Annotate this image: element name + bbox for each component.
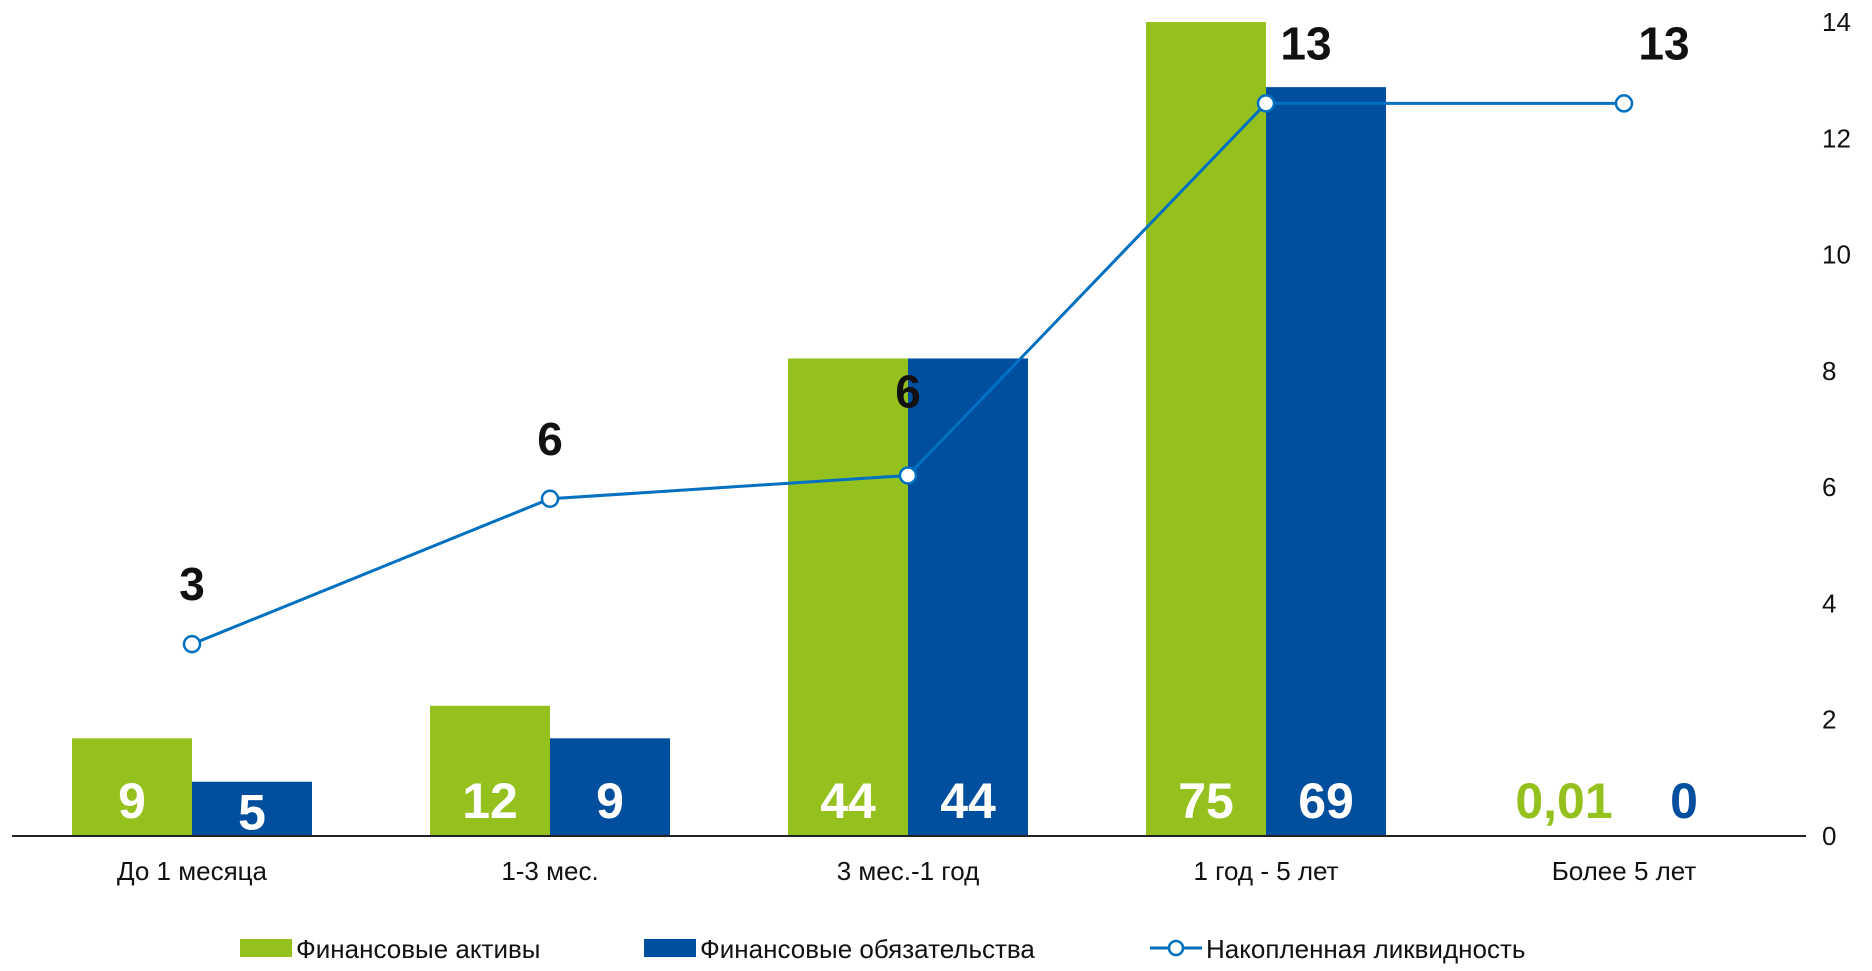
bar-2-2 bbox=[550, 738, 670, 836]
right-axis: 0 2 4 6 8 10 12 14 bbox=[1822, 7, 1851, 851]
bar-2-3 bbox=[908, 358, 1028, 836]
right-axis-tick-0: 0 bbox=[1822, 821, 1836, 851]
category-label-3: 3 мес.-1 год bbox=[837, 856, 980, 886]
bar-value-label-1-5: 0,01 bbox=[1515, 773, 1612, 829]
bar-value-label-1-3: 44 bbox=[820, 773, 876, 829]
right-axis-tick-8: 8 bbox=[1822, 356, 1836, 386]
legend: Финансовые активы Финансовые обязательств… bbox=[240, 934, 1525, 964]
right-axis-tick-2: 2 bbox=[1822, 705, 1836, 735]
liquidity-point-4 bbox=[1256, 94, 1276, 113]
bar-1-2 bbox=[430, 705, 550, 836]
right-axis-tick-10: 10 bbox=[1822, 240, 1851, 270]
right-axis-tick-14: 14 bbox=[1822, 7, 1851, 37]
right-axis-tick-4: 4 bbox=[1822, 588, 1836, 618]
bar-value-label-1-2: 12 bbox=[462, 773, 518, 829]
category-label-1: До 1 месяца bbox=[117, 856, 268, 886]
category-label-5: Более 5 лет bbox=[1552, 856, 1697, 886]
liquidity-value-label-2: 6 bbox=[537, 413, 563, 465]
bar-value-label-2-2: 9 bbox=[596, 773, 624, 829]
bar-2-4 bbox=[1266, 87, 1386, 837]
bar-2-1 bbox=[192, 781, 312, 836]
liquidity-point-5 bbox=[1614, 94, 1634, 113]
category-axis: До 1 месяца 1-3 мес. 3 мес.-1 год 1 год - 5… bbox=[117, 856, 1696, 886]
liquidity-point-1 bbox=[182, 634, 202, 654]
data-labels-layer: 9 5 12 9 44 44 75 69 0,01 0 3 6 6 13 13 bbox=[118, 17, 1698, 840]
bar-value-label-1-4: 75 bbox=[1178, 773, 1234, 829]
liquidity-point-2 bbox=[540, 489, 560, 509]
bar-1-1 bbox=[72, 738, 192, 836]
legend-marker-3 bbox=[1167, 939, 1185, 957]
right-axis-tick-6: 6 bbox=[1822, 472, 1836, 502]
category-label-4: 1 год - 5 лет bbox=[1193, 856, 1338, 886]
bar-1-4 bbox=[1146, 22, 1266, 836]
right-axis-tick-12: 12 bbox=[1822, 123, 1851, 153]
bars-layer bbox=[72, 22, 1386, 837]
legend-label-1: Финансовые активы bbox=[296, 934, 540, 964]
liquidity-value-label-1: 3 bbox=[179, 558, 205, 610]
line-series-layer bbox=[182, 94, 1634, 654]
bar-value-label-2-4: 69 bbox=[1298, 773, 1354, 829]
liquidity-value-label-3: 6 bbox=[895, 366, 921, 418]
bar-1-3 bbox=[788, 358, 908, 836]
legend-label-2: Финансовые обязательства bbox=[700, 934, 1035, 964]
category-label-2: 1-3 мес. bbox=[501, 856, 598, 886]
bar-value-label-2-1: 5 bbox=[238, 785, 266, 841]
liquidity-point-3 bbox=[898, 466, 918, 485]
liquidity-value-label-4: 13 bbox=[1280, 17, 1331, 69]
liquidity-value-label-5: 13 bbox=[1638, 17, 1689, 69]
bar-value-label-1-1: 9 bbox=[118, 773, 146, 829]
legend-swatch-2 bbox=[644, 939, 696, 957]
legend-label-3: Накопленная ликвидность bbox=[1206, 934, 1525, 964]
bar-value-label-2-5: 0 bbox=[1670, 773, 1698, 829]
legend-swatch-1 bbox=[240, 939, 292, 957]
bar-value-label-2-3: 44 bbox=[940, 773, 996, 829]
